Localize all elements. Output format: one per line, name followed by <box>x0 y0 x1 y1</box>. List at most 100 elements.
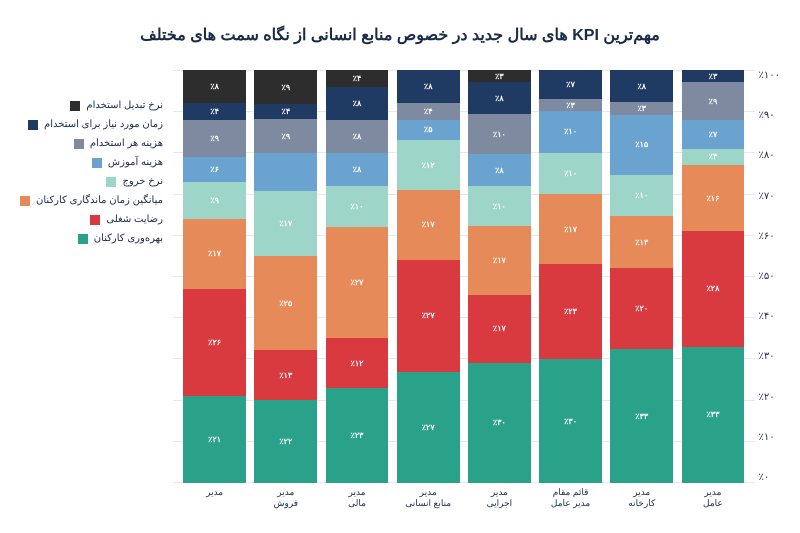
bar-segment: ٪۲۷ <box>326 227 389 339</box>
legend-item: میانگین زمان ماندگاری کارکنان <box>20 195 163 206</box>
bar-segment <box>254 153 317 191</box>
bar-segment: ٪۳۰ <box>468 363 531 483</box>
bar-segment: ٪۹ <box>183 182 246 219</box>
bar-segment: ٪۲۷ <box>397 372 460 484</box>
bar-segment: ٪۱۰ <box>468 114 531 154</box>
bar-column: ٪۳۳٪۲۸٪۱۶٪۴٪۷٪۹٪۳ <box>682 70 745 483</box>
stacked-bar: ٪۳۰٪۲۳٪۱۷٪۱۰٪۱۰٪۳٪۷ <box>539 70 602 483</box>
bars: ٪۳۳٪۲۸٪۱۶٪۴٪۷٪۹٪۳٪۳۳٪۲۰٪۱۳٪۱۰٪۱۵٪۳٪۸٪۳۰٪… <box>173 70 755 483</box>
bar-segment: ٪۸ <box>468 82 531 114</box>
y-tick-label: ٪۹۰ <box>759 110 780 121</box>
legend-label: میانگین زمان ماندگاری کارکنان <box>36 195 163 206</box>
bars-area: ٪۳۳٪۲۸٪۱۶٪۴٪۷٪۹٪۳٪۳۳٪۲۰٪۱۳٪۱۰٪۱۵٪۳٪۸٪۳۰٪… <box>173 70 755 513</box>
bar-segment: ٪۳۳ <box>610 349 673 483</box>
legend-swatch <box>28 120 38 130</box>
bar-segment: ٪۳ <box>539 99 602 111</box>
bar-segment: ٪۱۳ <box>610 216 673 269</box>
legend-swatch <box>74 139 84 149</box>
bar-segment: ٪۷ <box>682 120 745 149</box>
stacked-bar: ٪۳۳٪۲۸٪۱۶٪۴٪۷٪۹٪۳ <box>682 70 745 483</box>
bar-segment: ٪۸ <box>326 120 389 153</box>
bar-column: ٪۲۲٪۱۳٪۲۵٪۱۷٪۹٪۴٪۹ <box>254 70 317 483</box>
legend-item: زمان مورد نیاز برای استخدام <box>20 119 163 130</box>
y-tick-label: ٪۳۰ <box>759 351 780 362</box>
bar-segment: ٪۸ <box>468 154 531 186</box>
bar-segment: ٪۱۰ <box>610 175 673 216</box>
bar-segment: ٪۹ <box>682 82 745 119</box>
stacked-bar: ٪۲۷٪۲۷٪۱۷٪۱۲٪۵٪۴٪۸ <box>397 70 460 483</box>
y-tick-label: ٪۱۰ <box>759 432 780 443</box>
y-tick-label: ٪۴۰ <box>759 311 780 322</box>
y-tick-label: ٪۵۰ <box>759 271 780 282</box>
stacked-bar: ٪۳۰٪۱۷٪۱۷٪۱۰٪۸٪۱۰٪۸٪۳ <box>468 70 531 483</box>
bar-segment: ٪۲۷ <box>397 260 460 372</box>
bar-segment: ٪۱۲ <box>397 140 460 190</box>
bar-segment: ٪۳۳ <box>682 347 745 483</box>
bar-segment: ٪۴ <box>397 103 460 120</box>
bar-segment: ٪۱۵ <box>610 115 673 176</box>
y-axis: ٪۱۰۰٪۹۰٪۸۰٪۷۰٪۶۰٪۵۰٪۴۰٪۳۰٪۲۰٪۱۰٪۰ <box>755 70 780 513</box>
legend-swatch <box>106 177 116 187</box>
legend-item: بهره‌وری کارکنان <box>20 233 163 244</box>
x-tick-label: مدیر فروش <box>254 483 317 513</box>
bar-segment: ٪۴ <box>682 149 745 166</box>
legend-label: نرخ تبدیل استخدام <box>86 100 163 111</box>
legend-item: هزینه هر استخدام <box>20 138 163 149</box>
legend-label: زمان مورد نیاز برای استخدام <box>44 119 163 130</box>
bar-segment: ٪۸ <box>326 153 389 186</box>
legend-item: هزینه آموزش <box>20 157 163 168</box>
bar-segment: ٪۲۶ <box>183 289 246 396</box>
bar-segment: ٪۶ <box>183 157 246 182</box>
chart-plot: ٪۱۰۰٪۹۰٪۸۰٪۷۰٪۶۰٪۵۰٪۴۰٪۳۰٪۲۰٪۱۰٪۰ ٪۳۳٪۲۸… <box>173 70 780 513</box>
y-tick-label: ٪۷۰ <box>759 191 780 202</box>
legend-swatch <box>92 158 102 168</box>
bar-segment: ٪۳ <box>610 102 673 114</box>
stacked-bar: ٪۲۳٪۱۲٪۲۷٪۱۰٪۸٪۸٪۸٪۴ <box>326 70 389 483</box>
legend-label: بهره‌وری کارکنان <box>94 233 163 244</box>
bar-segment: ٪۱۰ <box>539 153 602 194</box>
bar-segment: ٪۲۵ <box>254 256 317 351</box>
chart-title: مهم‌ترین KPI های سال جدید در خصوص منابع … <box>140 25 660 45</box>
bar-segment: ٪۳ <box>468 70 531 82</box>
bar-segment: ٪۱۰ <box>468 186 531 226</box>
legend-label: رضایت شغلی <box>106 214 163 225</box>
bar-segment: ٪۲۲ <box>254 400 317 483</box>
legend-swatch <box>20 196 30 206</box>
bar-segment: ٪۲۳ <box>539 264 602 359</box>
bar-segment: ٪۹ <box>183 120 246 157</box>
bar-column: ٪۲۱٪۲۶٪۱۷٪۹٪۶٪۹٪۴٪۸ <box>183 70 246 483</box>
x-tick-label: مدیر منابع انسانی <box>397 483 460 513</box>
bar-segment: ٪۵ <box>397 120 460 141</box>
bar-segment: ٪۸ <box>610 70 673 102</box>
legend-label: نرخ خروج <box>122 176 163 187</box>
x-tick-label: قائم مقام مدیر عامل <box>539 483 602 513</box>
bar-segment: ٪۹ <box>254 119 317 153</box>
bar-column: ٪۲۷٪۲۷٪۱۷٪۱۲٪۵٪۴٪۸ <box>397 70 460 483</box>
x-tick-label: مدیر مالی <box>326 483 389 513</box>
bar-segment: ٪۴ <box>183 103 246 120</box>
bar-segment: ٪۲۸ <box>682 231 745 347</box>
bar-segment: ٪۳ <box>682 70 745 82</box>
stacked-bar: ٪۲۲٪۱۳٪۲۵٪۱۷٪۹٪۴٪۹ <box>254 70 317 483</box>
legend-swatch <box>70 101 80 111</box>
y-tick-label: ٪۱۰۰ <box>759 70 780 81</box>
bar-segment: ٪۱۷ <box>183 219 246 289</box>
bar-segment: ٪۸ <box>183 70 246 103</box>
legend-item: رضایت شغلی <box>20 214 163 225</box>
bar-segment: ٪۱۳ <box>254 350 317 399</box>
bar-segment: ٪۱۷ <box>254 191 317 255</box>
chart-legend: نرخ تبدیل استخدام زمان مورد نیاز برای است… <box>20 70 163 513</box>
legend-swatch <box>78 234 88 244</box>
bar-column: ٪۳۰٪۲۳٪۱۷٪۱۰٪۱۰٪۳٪۷ <box>539 70 602 483</box>
stacked-bar: ٪۲۱٪۲۶٪۱۷٪۹٪۶٪۹٪۴٪۸ <box>183 70 246 483</box>
legend-item: نرخ خروج <box>20 176 163 187</box>
stacked-bar: ٪۳۳٪۲۰٪۱۳٪۱۰٪۱۵٪۳٪۸ <box>610 70 673 483</box>
legend-swatch <box>90 215 100 225</box>
bar-segment: ٪۱۷ <box>397 190 460 260</box>
bar-segment: ٪۱۰ <box>539 111 602 152</box>
y-tick-label: ٪۲۰ <box>759 392 780 403</box>
x-tick-label: مدیر <box>183 483 246 513</box>
bar-segment: ٪۷ <box>539 70 602 99</box>
bar-segment: ٪۸ <box>326 87 389 120</box>
bar-column: ٪۳۰٪۱۷٪۱۷٪۱۰٪۸٪۱۰٪۸٪۳ <box>468 70 531 483</box>
